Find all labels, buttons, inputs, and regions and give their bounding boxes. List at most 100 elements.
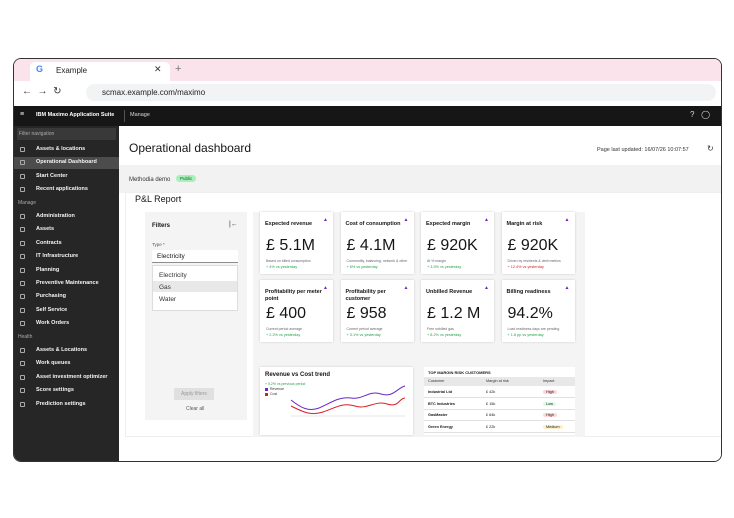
nav-item[interactable]: Work Orders xyxy=(36,320,70,327)
favicon: G xyxy=(36,64,44,74)
column-header: Margin at risk xyxy=(486,379,509,383)
nav-item[interactable]: Work queues xyxy=(36,360,71,367)
kpi-card xyxy=(340,280,414,342)
collapse-icon[interactable]: |← xyxy=(229,221,238,228)
workspace-band xyxy=(119,165,721,193)
kpi-delta: + 2.2% vs yesterday xyxy=(266,333,301,337)
table-cell: Industrial Ltd xyxy=(428,390,453,394)
kpi-card xyxy=(421,280,494,342)
nav-item[interactable]: Recent applications xyxy=(36,186,88,193)
legend-swatch xyxy=(265,388,268,391)
table-cell: £ 22k xyxy=(486,424,496,429)
type-option[interactable]: Water xyxy=(159,296,177,303)
nav-item[interactable]: Asset investment optimizer xyxy=(36,373,108,380)
nav-icon xyxy=(20,227,25,233)
type-option[interactable]: Electricity xyxy=(159,272,187,279)
nav-item[interactable]: Assets xyxy=(36,226,55,233)
option-hover xyxy=(153,281,237,292)
trend-delta: + 5.2% vs previous period xyxy=(265,382,306,386)
clear-button[interactable]: Clear all xyxy=(186,406,205,412)
ai-icon: ▲ xyxy=(564,217,570,223)
revenue-line xyxy=(290,385,406,411)
kpi-title: Cost of consumption xyxy=(345,221,401,227)
impact-tag: Medium xyxy=(543,424,563,429)
kpi-note: At % margin xyxy=(427,259,447,263)
report-title: P&L Report xyxy=(135,194,182,204)
nav-item[interactable]: Assets & locations xyxy=(36,146,86,152)
kpi-card xyxy=(421,212,494,274)
nav-item[interactable]: Preventive Maintenance xyxy=(36,280,99,286)
kpi-value: £ 4.1M xyxy=(346,237,396,254)
kpi-title: Billing readiness xyxy=(506,289,551,295)
nav-item[interactable]: Administration xyxy=(36,213,75,219)
column-header: Customer xyxy=(428,379,445,383)
nav-item[interactable]: Self Service xyxy=(36,306,68,313)
trend-card xyxy=(260,367,413,435)
nav-item[interactable]: Purchasing xyxy=(36,293,66,300)
suite-name: IBM Maximo Application Suite xyxy=(36,112,115,118)
ai-icon: ▲ xyxy=(484,285,489,291)
table-cell: £ 42k xyxy=(486,390,496,394)
nav-icon xyxy=(20,214,25,219)
cost-line xyxy=(290,397,406,415)
legend-label: Revenue xyxy=(270,387,285,391)
nav-item[interactable]: Operational Dashboard xyxy=(36,159,97,166)
refresh-icon: ↻ xyxy=(707,144,714,153)
type-select[interactable] xyxy=(152,250,238,263)
url: scmax.example.com/maximo xyxy=(102,88,206,97)
nav-item[interactable]: Planning xyxy=(36,266,60,273)
kpi-note: Load readiness days are pending xyxy=(507,327,560,331)
ai-icon: ▲ xyxy=(564,285,570,291)
kpi-title: Profitability per customer xyxy=(345,289,386,302)
kpi-note: Current period average xyxy=(266,327,302,331)
type-selected: Electricity xyxy=(157,253,185,260)
last-updated: Page last updated: 16/07/26 10:07:57 xyxy=(597,147,689,153)
tab[interactable] xyxy=(30,62,170,81)
row-line xyxy=(424,408,575,410)
kpi-value: 94.2% xyxy=(507,305,553,322)
apply-button[interactable]: Apply filters xyxy=(174,388,214,400)
nav-icon xyxy=(20,254,25,260)
column-header: Impact xyxy=(543,379,555,383)
nav-icon xyxy=(20,160,25,166)
nav-icon xyxy=(20,147,25,152)
help-icon[interactable]: ? ◯ xyxy=(690,110,711,119)
nav-item[interactable]: Score settings xyxy=(36,387,74,394)
menu-icon[interactable]: ≡ xyxy=(20,111,25,118)
nav-item[interactable]: Start Center xyxy=(36,172,68,179)
kpi-delta: + 1.6 pp vs yesterday xyxy=(507,333,544,337)
table-cell: GasMaster xyxy=(428,413,448,417)
tab-close[interactable]: ✕ xyxy=(154,64,162,74)
kpi-delta: + 4% vs yesterday xyxy=(266,265,298,269)
kpi-note: Current period average xyxy=(346,327,383,331)
ai-icon: ▲ xyxy=(323,285,328,291)
kpi-note: Based on billed consumption xyxy=(266,259,311,263)
row-line xyxy=(424,397,575,398)
table-title: TOP MARGIN RISK CUSTOMERS xyxy=(428,370,491,375)
kpi-value: £ 958 xyxy=(346,305,387,322)
nav-icon xyxy=(20,321,25,327)
nav-item[interactable]: Assets & Locations xyxy=(36,347,88,353)
nav-item[interactable]: Prediction settings xyxy=(36,400,86,407)
nav-item[interactable]: Contracts xyxy=(36,239,62,246)
trend-lines xyxy=(290,385,406,417)
filter-panel xyxy=(145,212,247,420)
type-option[interactable]: Gas xyxy=(159,284,171,291)
address-bar[interactable] xyxy=(86,84,716,101)
nav-item[interactable]: IT Infrastructure xyxy=(36,253,79,260)
badge: Public xyxy=(176,175,197,182)
type-label: Type * xyxy=(152,242,165,247)
new-tab[interactable]: + xyxy=(175,63,182,75)
nav-icon xyxy=(20,294,25,300)
legend-label: Cost xyxy=(270,392,278,396)
ai-icon: ▲ xyxy=(484,217,489,223)
nav-buttons[interactable]: ← → ↻ xyxy=(22,86,62,97)
impact-tag: High xyxy=(543,390,557,394)
nav-icon xyxy=(20,173,25,179)
sidebar: Filter navigation Assets & locations Opera… xyxy=(14,126,119,461)
divider xyxy=(124,110,125,122)
nav-section: Manage xyxy=(18,199,37,206)
nav-icon xyxy=(20,267,25,273)
nav-icon xyxy=(20,240,25,246)
